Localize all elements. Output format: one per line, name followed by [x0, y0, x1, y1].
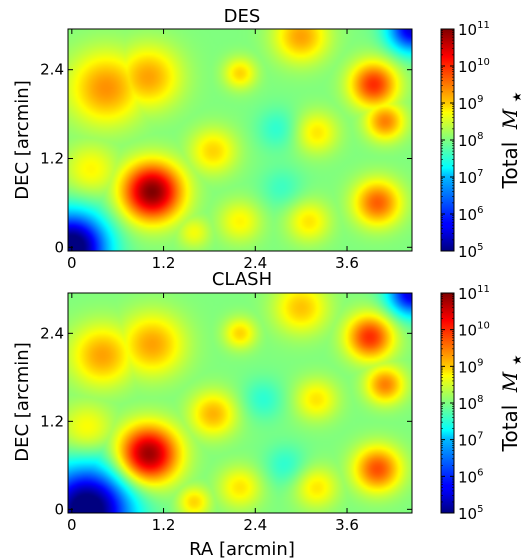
panel-clash: CLASH DEC [arcmin] 0 1.2 2.4 0 1.2 2.4 3.6 RA…: [12, 269, 524, 560]
colorbar-label-text: Total: [498, 405, 522, 453]
panel-title: DES: [224, 6, 261, 27]
panel-title: CLASH: [212, 269, 272, 290]
plot-frame: [67, 292, 413, 514]
x-tick-label: 0: [67, 254, 77, 272]
colorbar-label-subscript: ★: [510, 355, 524, 366]
y-ticks: 0 1.2 2.4: [40, 324, 412, 518]
heatmap-image: [68, 29, 412, 251]
x-tick-label: 3.6: [335, 516, 359, 534]
x-axis-label: RA [arcmin]: [189, 539, 295, 560]
svg-text:Total M ★: Total M ★: [498, 92, 524, 190]
y-axis-label: DEC [arcmin]: [12, 80, 33, 199]
colorbar-tick-label: 105: [458, 242, 483, 261]
colorbar-ticks: 105 106 107 108 109 1010 1011: [441, 284, 490, 523]
colorbar: 105 106 107 108 109 1010 1011 Total M ★: [440, 284, 524, 523]
svg-text:Total M ★: Total M ★: [498, 355, 524, 453]
x-tick-label: 3.6: [335, 254, 359, 272]
plot-frame: [67, 28, 413, 252]
colorbar-tick-label: 106: [458, 205, 483, 224]
colorbar-tick-label: 107: [458, 431, 483, 450]
colorbar-tick-label: 107: [458, 168, 483, 187]
colorbar-tick-label: 106: [458, 467, 483, 486]
y-tick-label: 1.2: [40, 412, 64, 430]
colorbar-tick-label: 108: [458, 394, 483, 413]
colorbar-tick-label: 109: [458, 357, 483, 376]
x-tick-label: 2.4: [243, 254, 267, 272]
heatmap: [68, 293, 412, 513]
colorbar-tick-label: 1010: [458, 321, 490, 340]
y-tick-label: 1.2: [40, 150, 64, 168]
x-tick-label: 1.2: [152, 516, 176, 534]
colorbar-label: Total M ★: [498, 355, 524, 453]
colorbar-ticks: 105 106 107 108 109 1010 1011: [441, 20, 490, 261]
colorbar-label-subscript: ★: [510, 92, 524, 103]
colorbar-label-text: Total: [498, 142, 522, 190]
colorbar-tick-label: 1011: [458, 20, 490, 39]
heatmap-image: [68, 293, 412, 513]
y-tick-label: 2.4: [40, 61, 64, 79]
y-tick-label: 0: [54, 500, 64, 518]
colorbar-label-symbol: M: [498, 371, 522, 393]
colorbar-label-symbol: M: [498, 108, 522, 130]
y-axis-label: DEC [arcmin]: [12, 342, 33, 461]
y-ticks: 0 1.2 2.4: [40, 61, 412, 256]
panel-des: DES DEC [arcmin] 01.22.4 0 1.2 2.4 3.6 1051…: [12, 6, 524, 272]
heatmap: [68, 29, 412, 251]
y-tick-label: 0: [54, 238, 64, 256]
x-tick-label: 0: [67, 516, 77, 534]
x-tick-label: 1.2: [152, 254, 176, 272]
colorbar: 105 106 107 108 109 1010 1011 Total M ★: [440, 20, 524, 261]
colorbar-label: Total M ★: [498, 92, 524, 190]
y-tick-label: 2.4: [40, 324, 64, 342]
colorbar-tick-label: 108: [458, 131, 483, 150]
x-ticks: 0 1.2 2.4 3.6: [67, 29, 359, 272]
colorbar-tick-label: 1011: [458, 284, 490, 303]
colorbar-tick-label: 1010: [458, 57, 490, 76]
x-tick-label: 2.4: [243, 516, 267, 534]
colorbar-tick-label: 109: [458, 94, 483, 113]
x-ticks: 0 1.2 2.4 3.6: [67, 293, 359, 534]
colorbar-tick-label: 105: [458, 504, 483, 523]
